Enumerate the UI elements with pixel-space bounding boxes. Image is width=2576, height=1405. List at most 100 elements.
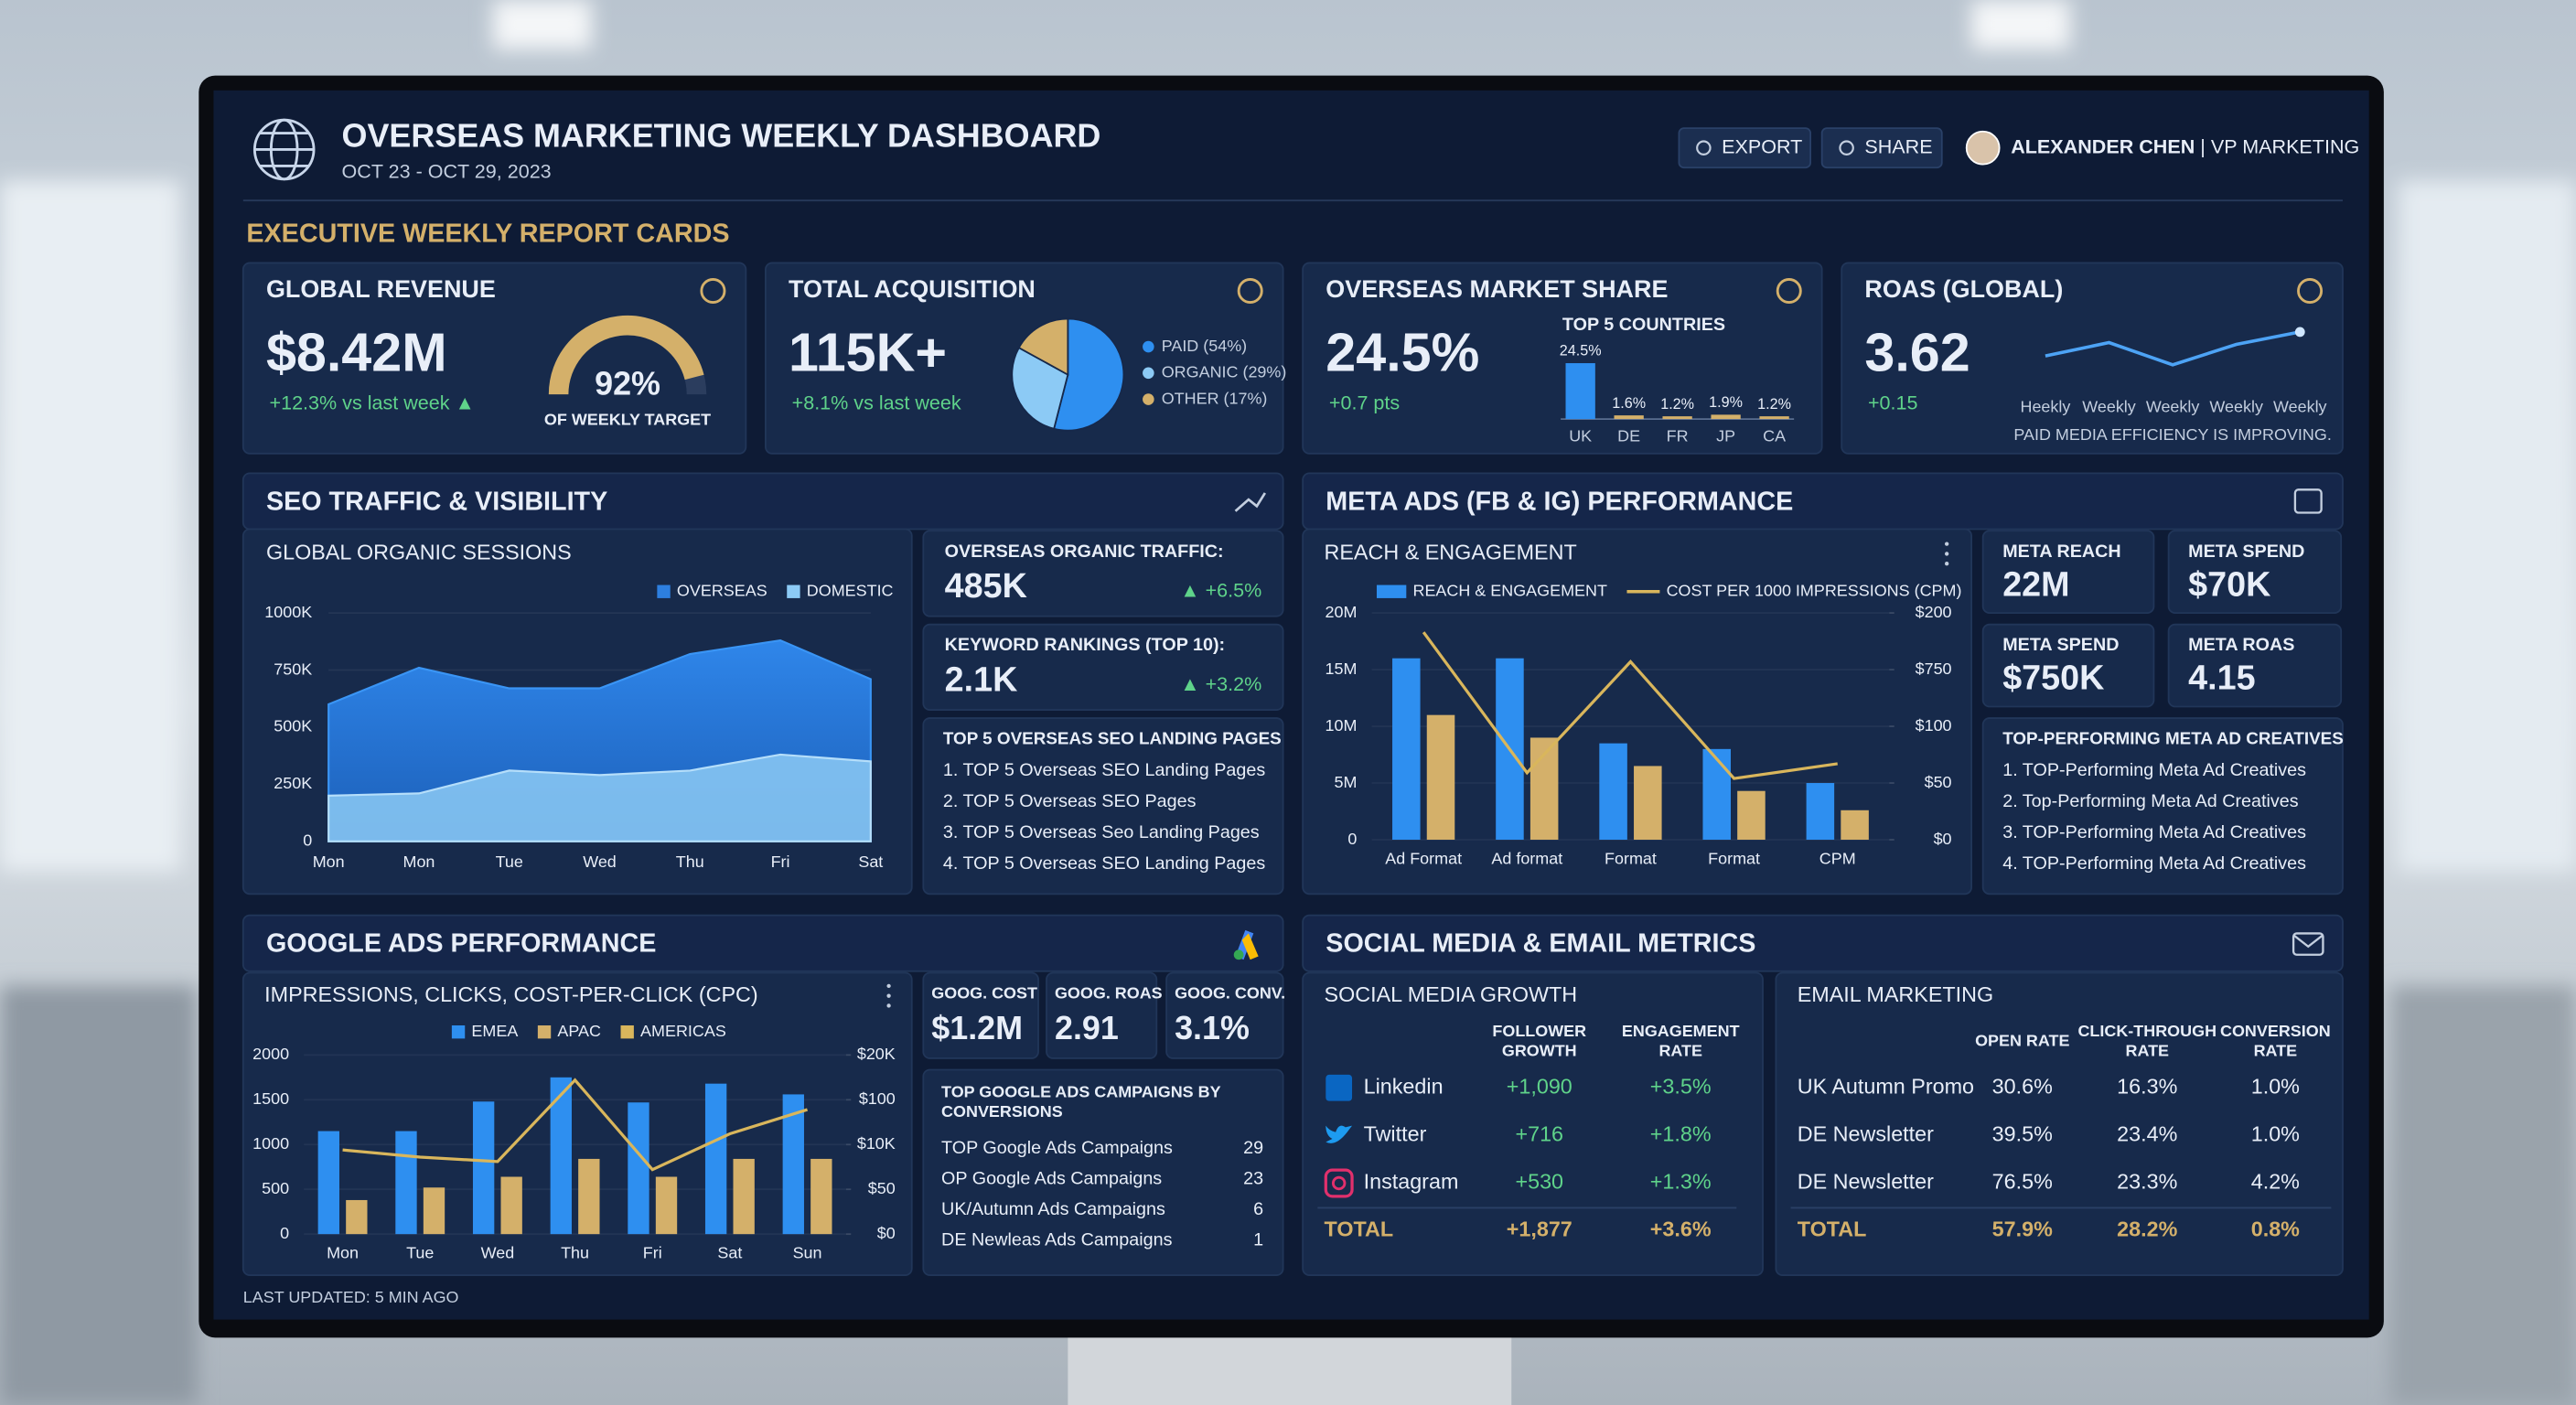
row-value: 30.6% [1992, 1074, 2053, 1098]
bar [472, 1101, 495, 1235]
card-change: +12.3% vs last week ▲ [270, 391, 475, 414]
bar [395, 1131, 417, 1235]
y-tick-label: 500 [262, 1179, 289, 1197]
card-icon [2297, 277, 2324, 304]
list-item: 2. Top-Performing Meta Ad Creatives [2002, 791, 2299, 811]
kpi-label: META ROAS [2188, 635, 2294, 655]
google-ads-logo [1241, 933, 1259, 960]
card-title: TOTAL ACQUISITION [789, 275, 1036, 303]
row-label: DE Newsletter [1798, 1122, 1934, 1146]
kpi-card [1981, 530, 2155, 614]
section-header [1302, 914, 2344, 972]
section-title: META ADS (FB & IG) PERFORMANCE [1326, 487, 1793, 516]
y2-tick-label: $50 [868, 1179, 896, 1197]
x-tick-label: Heekly [2020, 397, 2070, 415]
stat-label: OVERSEAS ORGANIC TRAFFIC: [945, 542, 1224, 562]
value-label: 1.6% [1612, 395, 1646, 412]
menu-dot [886, 993, 891, 998]
button-bg[interactable] [1820, 127, 1943, 169]
column-header: FOLLOWER [1492, 1022, 1586, 1040]
column-header: RATE [1658, 1042, 1702, 1060]
instagram-icon [1331, 1175, 1347, 1191]
button-icon[interactable] [1696, 140, 1712, 156]
x-tick-label: CA [1763, 427, 1786, 445]
value-label: 24.5% [1560, 343, 1602, 359]
x-tick-label: Sun [793, 1243, 822, 1261]
x-tick-label: Weekly [2082, 397, 2136, 415]
pie-slice [1011, 346, 1069, 430]
header-button[interactable]: EXPORT [1678, 127, 1811, 169]
trend-line [2045, 330, 2301, 367]
chart-note: PAID MEDIA EFFICIENCY IS IMPROVING. [2013, 425, 2331, 444]
card-value: 24.5% [1326, 321, 1479, 382]
pie-slice [1053, 317, 1125, 432]
legend-swatch [1376, 585, 1407, 598]
menu-dot [886, 983, 891, 989]
row-label: Instagram [1364, 1170, 1459, 1194]
column-header: CONVERSION [2220, 1022, 2331, 1040]
column-header: RATE [2254, 1042, 2298, 1060]
legend-swatch [620, 1025, 634, 1039]
dashboard-title: OVERSEAS MARKETING WEEKLY DASHBOARD [342, 116, 1101, 154]
report-card [242, 262, 747, 455]
legend-swatch [451, 1025, 466, 1039]
x-tick-label: JP [1716, 427, 1735, 445]
total-cell: 28.2% [2117, 1217, 2177, 1241]
bar [1759, 416, 1789, 420]
bar [423, 1187, 445, 1235]
bar [346, 1199, 368, 1235]
end-dot [2294, 327, 2305, 338]
x-tick-label: Weekly [2209, 397, 2263, 415]
email-panel [1775, 971, 2344, 1276]
y-tick-label: 20M [1325, 603, 1357, 621]
kpi-label: GOOG. ROAS [1055, 984, 1163, 1003]
kpi-label: GOOG. CONV. [1175, 984, 1285, 1003]
row-value: +530 [1515, 1170, 1563, 1194]
card-value: 3.62 [1864, 321, 1970, 382]
y-tick-label: 1000K [264, 603, 312, 621]
kpi-card [2167, 530, 2343, 614]
user-role: | VP MARKETING [2195, 134, 2359, 157]
legend-swatch [657, 585, 671, 598]
total-cell: 0.8% [2251, 1217, 2300, 1241]
card-change: +8.1% vs last week [792, 391, 961, 414]
stat-value: 485K [945, 566, 1027, 605]
x-tick-label: Thu [561, 1243, 589, 1261]
x-tick-label: Fri [771, 853, 790, 871]
chart-title: REACH & ENGAGEMENT [1325, 541, 1577, 564]
campaign-count: 1 [1253, 1230, 1263, 1250]
row-value: +3.5% [1650, 1074, 1712, 1098]
bar [1614, 415, 1644, 420]
row-value: +1.8% [1650, 1122, 1712, 1146]
header-button[interactable]: SHARE [1820, 127, 1943, 169]
y2-tick-label: $100 [859, 1089, 896, 1108]
y-tick-label: 15M [1325, 660, 1357, 678]
button-icon[interactable] [1839, 140, 1854, 156]
x-tick-label: Sat [717, 1243, 742, 1261]
total-cell: 57.9% [1992, 1217, 2053, 1241]
campaigns-panel [922, 1068, 1284, 1276]
value-label: 1.2% [1660, 396, 1694, 413]
date-range: OCT 23 - OCT 29, 2023 [342, 159, 552, 182]
y2-tick-label: $0 [877, 1224, 896, 1242]
x-tick-label: Tue [406, 1243, 434, 1261]
legend-label: ORGANIC (29%) [1162, 363, 1287, 381]
kpi-value: 2.91 [1055, 1009, 1119, 1046]
kpi-value: 22M [2002, 564, 2069, 603]
button-label[interactable]: SHARE [1864, 134, 1932, 157]
y-tick-label: 250K [274, 774, 312, 792]
bar [733, 1158, 755, 1235]
kpi-label: META SPEND [2188, 542, 2304, 562]
user: ALEXANDER CHEN | VP MARKETING [2011, 134, 2359, 157]
list-item: 3. TOP 5 Overseas Seo Landing Pages [943, 822, 1260, 842]
campaign-count: 23 [1243, 1169, 1263, 1189]
bar [1662, 416, 1692, 420]
button-bg[interactable] [1678, 127, 1811, 169]
button-label[interactable]: EXPORT [1722, 134, 1802, 157]
card-value: 115K+ [789, 321, 947, 382]
x-tick-label: Mon [327, 1243, 359, 1261]
total-cell: TOTAL [1325, 1217, 1394, 1241]
value-label: 1.9% [1709, 394, 1743, 411]
x-tick-label: CPM [1819, 849, 1856, 867]
